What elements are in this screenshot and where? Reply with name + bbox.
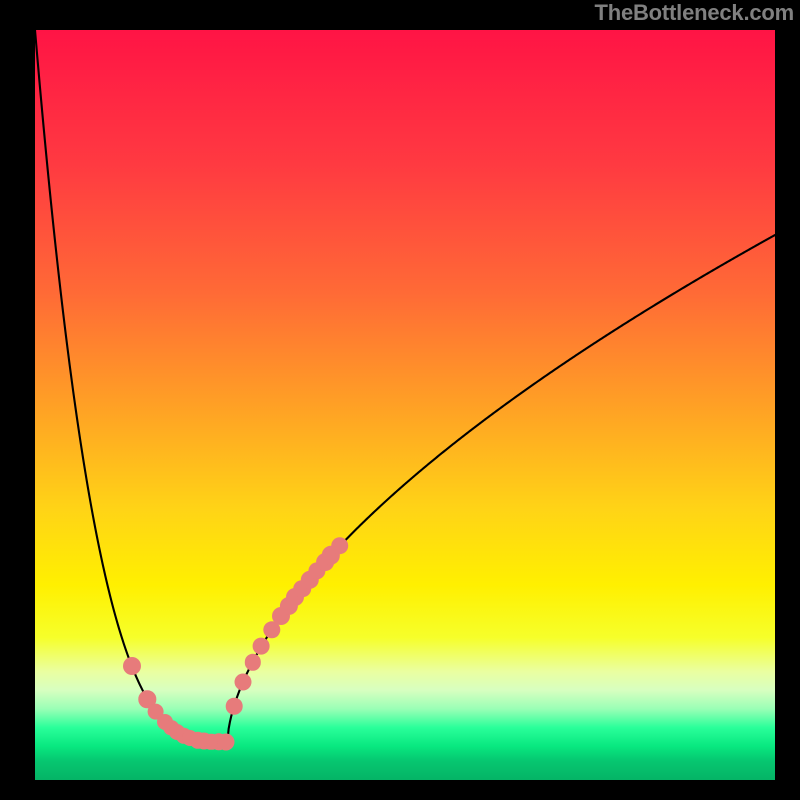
outer-frame: TheBottleneck.com: [0, 0, 800, 800]
data-point: [234, 674, 251, 691]
data-point: [331, 537, 349, 555]
data-point: [253, 638, 270, 655]
data-point: [226, 698, 243, 715]
data-point: [217, 733, 234, 750]
plot-area: [35, 30, 775, 780]
watermark-text: TheBottleneck.com: [594, 0, 794, 26]
bottleneck-curve: [35, 30, 775, 780]
data-point: [123, 657, 141, 675]
curve-path: [35, 30, 775, 742]
